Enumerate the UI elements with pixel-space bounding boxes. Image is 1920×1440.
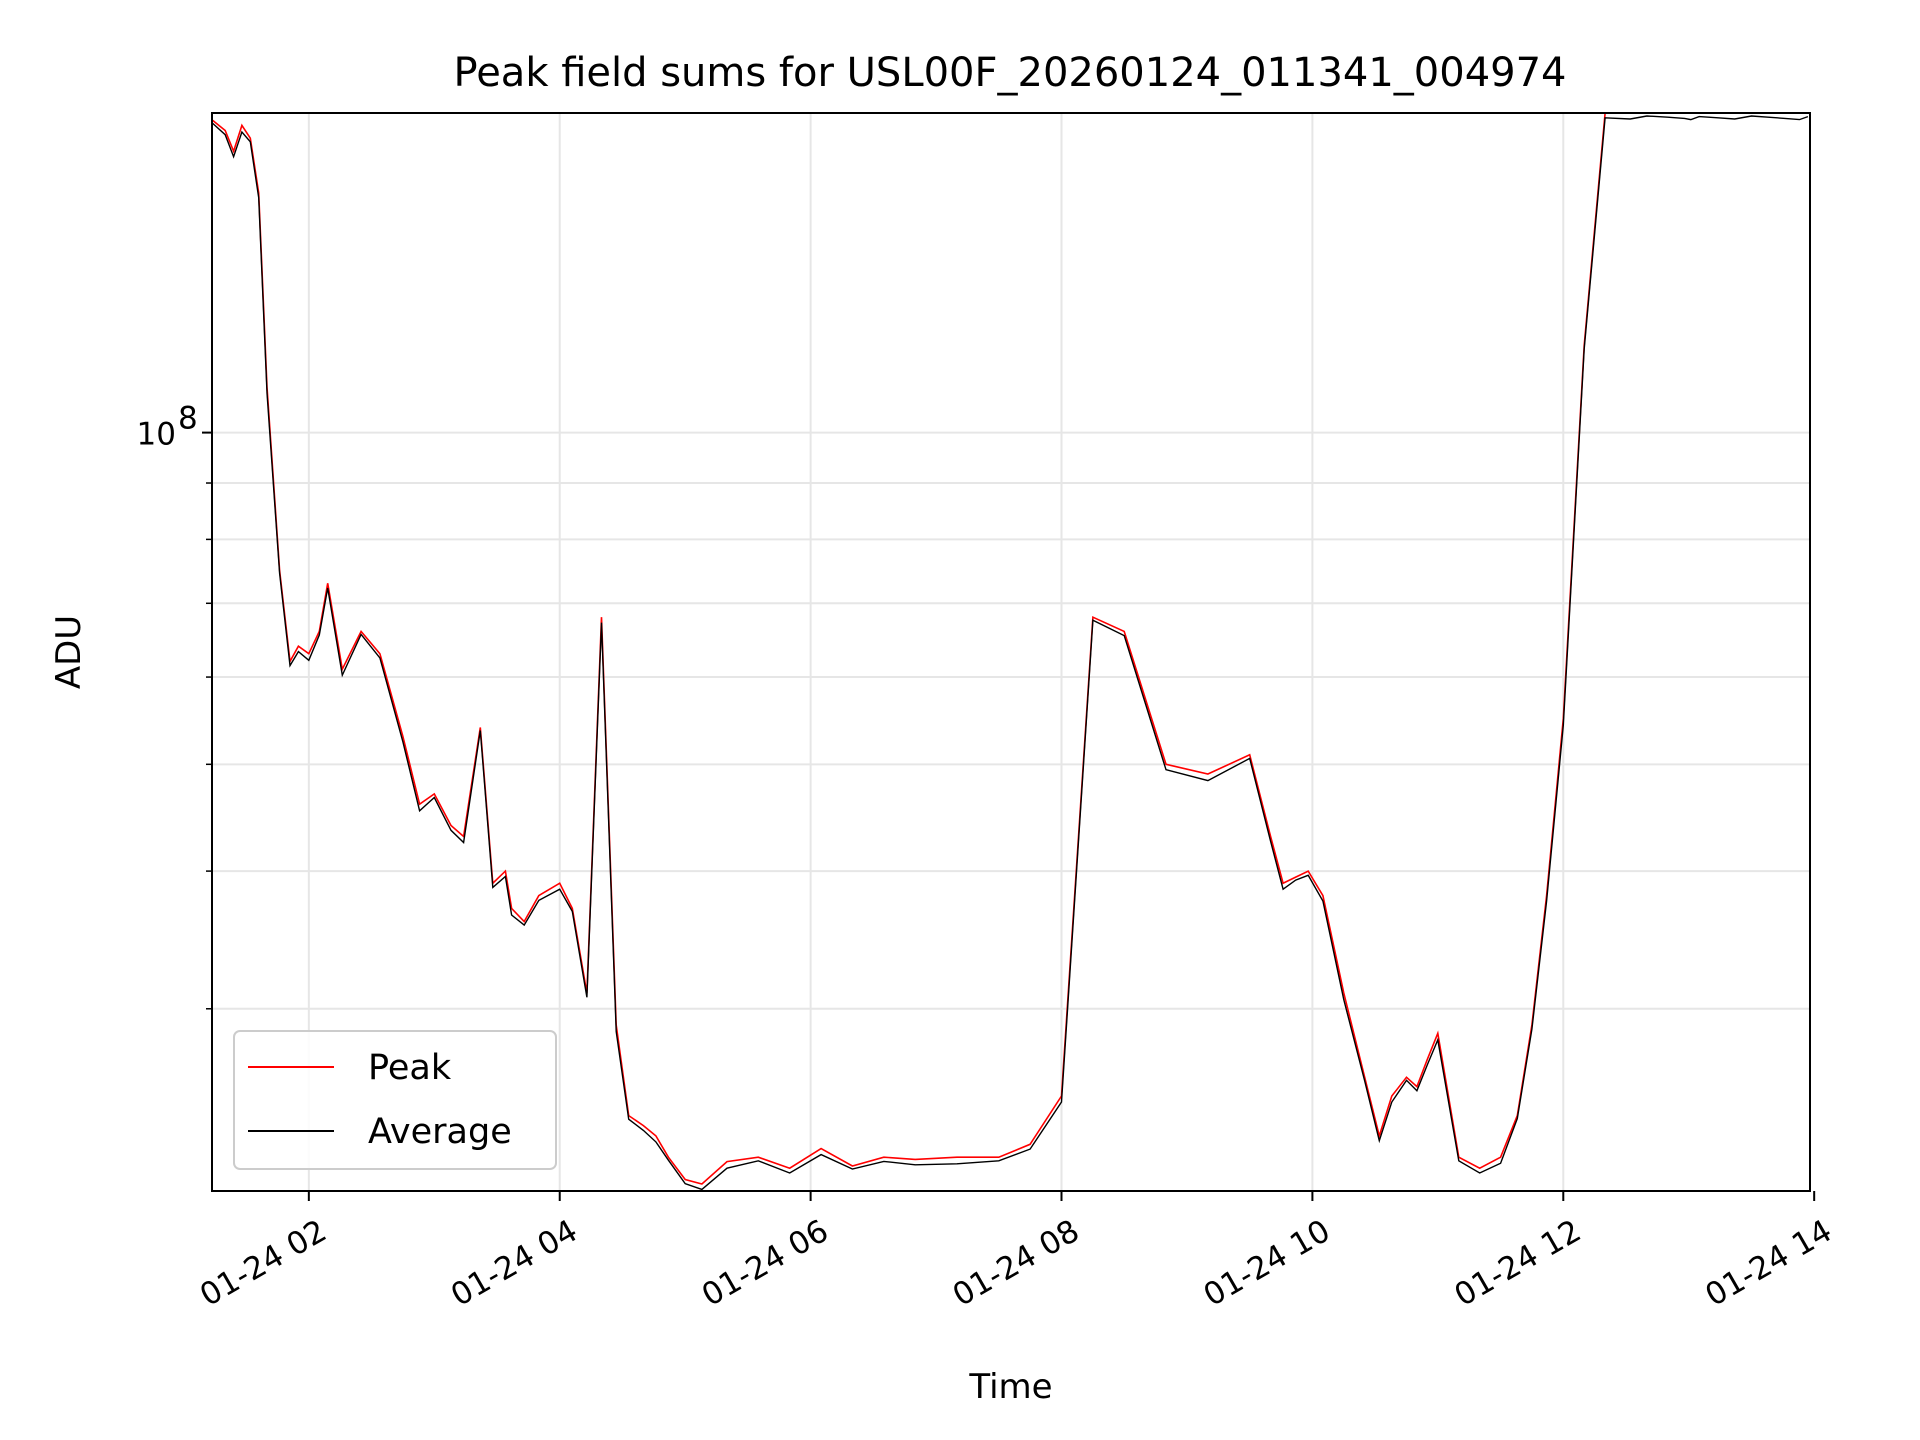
- series-line-average: [212, 115, 1809, 1191]
- y-tick-label-exponent: 8: [178, 401, 198, 437]
- y-axis-tick-labels: 10 8: [137, 401, 198, 453]
- legend-box: [233, 1030, 557, 1170]
- legend: Peak Average: [233, 1030, 557, 1170]
- grid: [212, 113, 1810, 1191]
- y-tick-label: 10: [137, 417, 176, 453]
- x-axis-title: Time: [968, 1367, 1052, 1407]
- plot-frame: [211, 112, 1811, 1192]
- plot-series: [212, 112, 1809, 1191]
- y-axis-title: ADU: [49, 615, 89, 689]
- legend-label-peak: Peak: [368, 1048, 452, 1088]
- chart-title: Peak field sums for USL00F_20260124_0113…: [454, 50, 1567, 96]
- legend-label-average: Average: [368, 1112, 512, 1152]
